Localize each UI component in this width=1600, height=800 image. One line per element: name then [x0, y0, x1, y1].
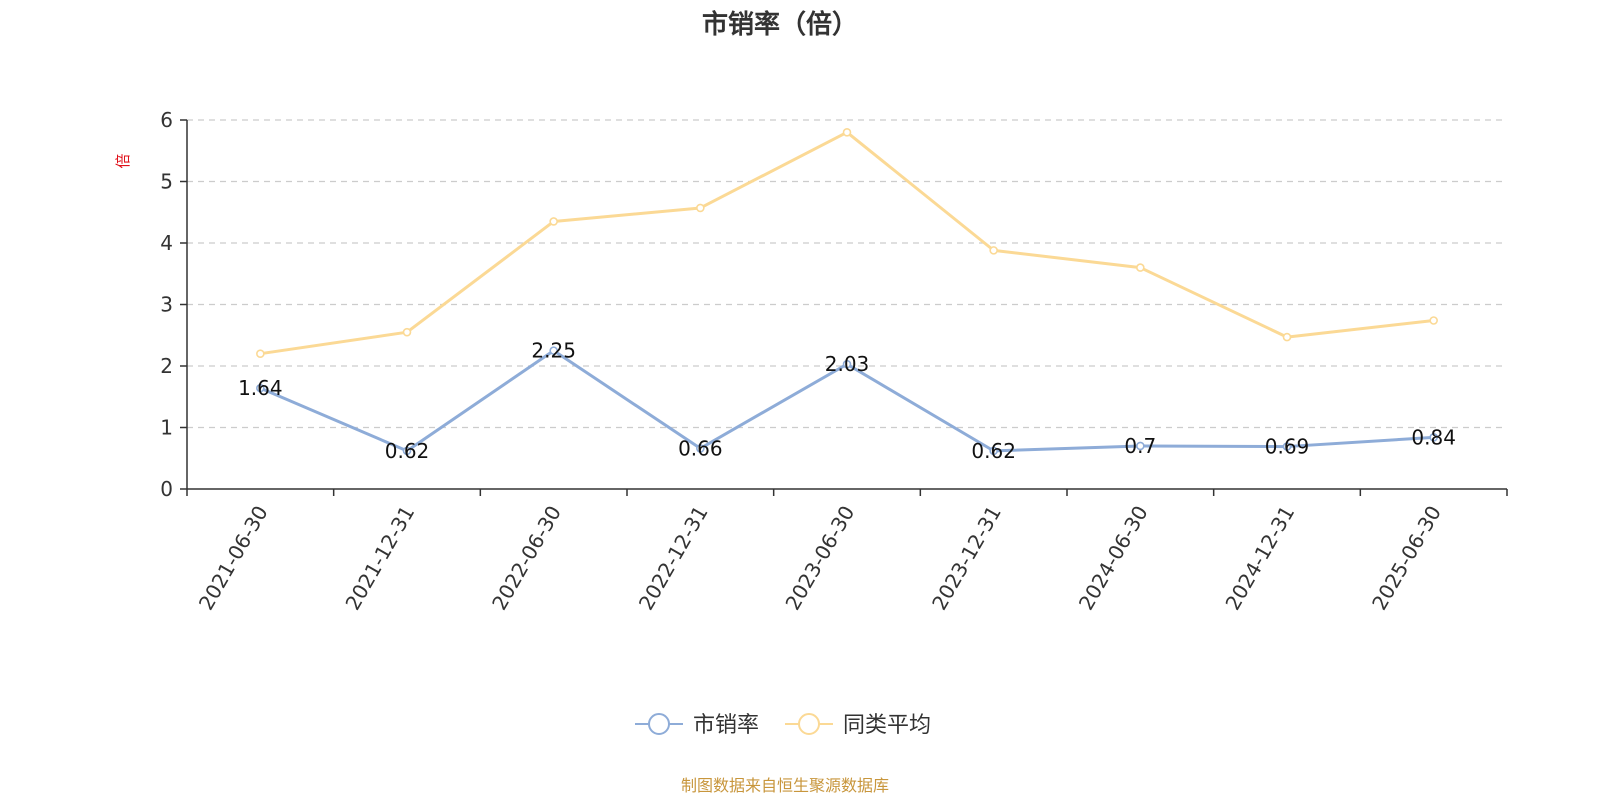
x-tick-label-8: 2025-06-30 [1367, 502, 1446, 615]
legend-item-0[interactable]: 市销率 [635, 713, 759, 738]
data-labels: 1.64 0.62 2.25 0.66 2.03 0.62 0.7 0.69 0.84 [238, 339, 1456, 463]
series-1-point-7[interactable] [1282, 332, 1292, 342]
x-tick-label-3: 2022-12-31 [634, 502, 713, 615]
series-1-point-0[interactable] [256, 349, 265, 359]
y-tick-label-3: 3 [160, 293, 173, 317]
x-tick-label-0: 2021-06-30 [194, 502, 273, 615]
series-1-point-4[interactable] [842, 128, 852, 137]
data-label-4: 2.03 [825, 352, 870, 376]
y-tick-label-5: 5 [160, 170, 173, 194]
series-0-point-0[interactable] [256, 383, 265, 393]
y-tick-label-2: 2 [160, 354, 173, 378]
x-tick-label-2: 2022-06-30 [487, 502, 566, 615]
x-tick-label-7: 2024-12-31 [1220, 502, 1299, 615]
series-0-point-6[interactable] [1136, 441, 1145, 451]
x-tick-label-4: 2023-06-30 [780, 502, 859, 615]
data-label-6: 0.7 [1124, 434, 1156, 458]
grid-lines [187, 119, 1507, 429]
legend-item-1[interactable]: 同类平均 [785, 713, 931, 738]
x-tick-label-6: 2024-06-30 [1074, 502, 1153, 615]
y-tick-label-4: 4 [160, 231, 173, 255]
y-tick-label-1: 1 [160, 416, 173, 440]
series-0-point-4[interactable] [842, 359, 852, 369]
source-note: 制图数据来自恒生聚源数据库 [681, 776, 889, 795]
series-0-point-3[interactable] [696, 444, 705, 453]
series-0-point-5[interactable] [989, 446, 998, 456]
chart-title: 市销率（倍） [702, 9, 858, 40]
series-lines [256, 128, 1438, 456]
series-1-point-5[interactable] [989, 246, 998, 255]
y-tick-label-0: 0 [160, 477, 173, 501]
series-0-point-8[interactable] [1429, 433, 1438, 442]
legend-marker-0 [648, 713, 670, 735]
series-1-point-2[interactable] [549, 217, 558, 226]
legend[interactable]: 市销率 同类平均 [635, 713, 931, 738]
y-axis-label: 倍 [114, 153, 132, 168]
series-1-point-8[interactable] [1429, 316, 1438, 325]
y-tick-label-6: 6 [160, 108, 173, 132]
data-label-3: 0.66 [678, 436, 723, 460]
series-1-point-6[interactable] [1136, 263, 1145, 272]
x-tick-label-5: 2023-12-31 [927, 502, 1006, 615]
series-1-point-3[interactable] [696, 203, 705, 213]
series-0-point-1[interactable] [402, 446, 412, 456]
data-label-0: 1.64 [238, 376, 283, 400]
data-label-5: 0.62 [971, 439, 1016, 463]
legend-label-0: 市销率 [693, 713, 759, 738]
series-0-point-7[interactable] [1282, 442, 1292, 451]
data-label-2: 2.25 [531, 339, 576, 363]
series-0-point-2[interactable] [549, 346, 558, 355]
data-label-1: 0.62 [385, 439, 430, 463]
data-label-8: 0.84 [1411, 425, 1456, 449]
legend-marker-1 [798, 713, 820, 735]
series-1-point-1[interactable] [402, 327, 412, 337]
legend-label-1: 同类平均 [843, 713, 931, 738]
data-label-7: 0.69 [1265, 435, 1310, 459]
x-tick-label-1: 2021-12-31 [340, 502, 419, 615]
